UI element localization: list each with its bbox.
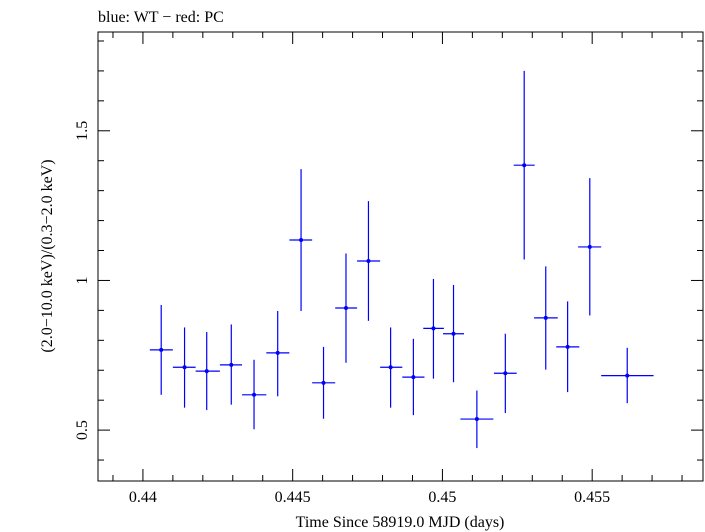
data-point xyxy=(219,324,243,405)
data-marker xyxy=(565,344,570,349)
data-marker xyxy=(522,163,527,168)
data-marker xyxy=(204,369,209,374)
data-point xyxy=(172,327,196,408)
data-marker xyxy=(229,362,234,367)
y-tick-label: 1.5 xyxy=(74,121,91,141)
x-axis-label: Time Since 58919.0 MJD (days) xyxy=(296,514,505,531)
data-point xyxy=(443,284,464,383)
plot-frame xyxy=(97,31,704,482)
data-point xyxy=(195,331,220,411)
data-point xyxy=(149,304,173,395)
data-marker xyxy=(503,371,508,376)
data-point xyxy=(578,178,602,316)
x-tick-label: 0.455 xyxy=(574,489,610,506)
data-point xyxy=(335,253,358,363)
data-point xyxy=(289,169,313,311)
y-tick-label: 0.5 xyxy=(74,420,91,440)
chart-title: blue: WT − red: PC xyxy=(98,9,224,26)
data-marker xyxy=(587,244,592,249)
data-point xyxy=(266,310,290,397)
data-marker xyxy=(388,365,393,370)
data-points xyxy=(149,70,654,449)
data-point xyxy=(534,266,558,370)
data-point xyxy=(460,390,494,449)
data-marker xyxy=(252,392,257,397)
data-marker xyxy=(625,373,630,378)
data-marker xyxy=(275,350,280,355)
data-point xyxy=(493,333,517,414)
data-marker xyxy=(159,347,164,352)
data-marker xyxy=(366,258,371,263)
data-marker xyxy=(299,238,304,243)
data-marker xyxy=(343,305,348,310)
data-marker xyxy=(431,326,436,331)
data-point xyxy=(242,359,267,430)
y-axis-ticks: 0.5 1 1.5 xyxy=(74,40,703,461)
data-point xyxy=(312,346,336,419)
data-point xyxy=(513,70,535,260)
data-marker xyxy=(451,331,456,336)
x-tick-label: 0.445 xyxy=(275,489,311,506)
data-point xyxy=(556,301,580,393)
x-axis-ticks: 0.44 0.445 0.45 0.455 xyxy=(112,32,683,506)
data-marker xyxy=(543,315,548,320)
data-marker xyxy=(182,365,187,370)
data-point xyxy=(423,278,444,379)
data-point xyxy=(402,338,425,416)
data-point xyxy=(380,327,403,408)
y-axis-label: (2.0−10.0 keV)/(0.3−2.0 keV) xyxy=(39,159,56,352)
data-marker xyxy=(411,375,416,380)
data-point xyxy=(357,201,381,321)
y-tick-label: 1 xyxy=(74,276,91,284)
data-marker xyxy=(474,417,479,422)
data-point xyxy=(601,347,654,404)
x-tick-label: 0.44 xyxy=(129,489,157,506)
data-marker xyxy=(321,380,326,385)
x-tick-label: 0.45 xyxy=(428,489,456,506)
